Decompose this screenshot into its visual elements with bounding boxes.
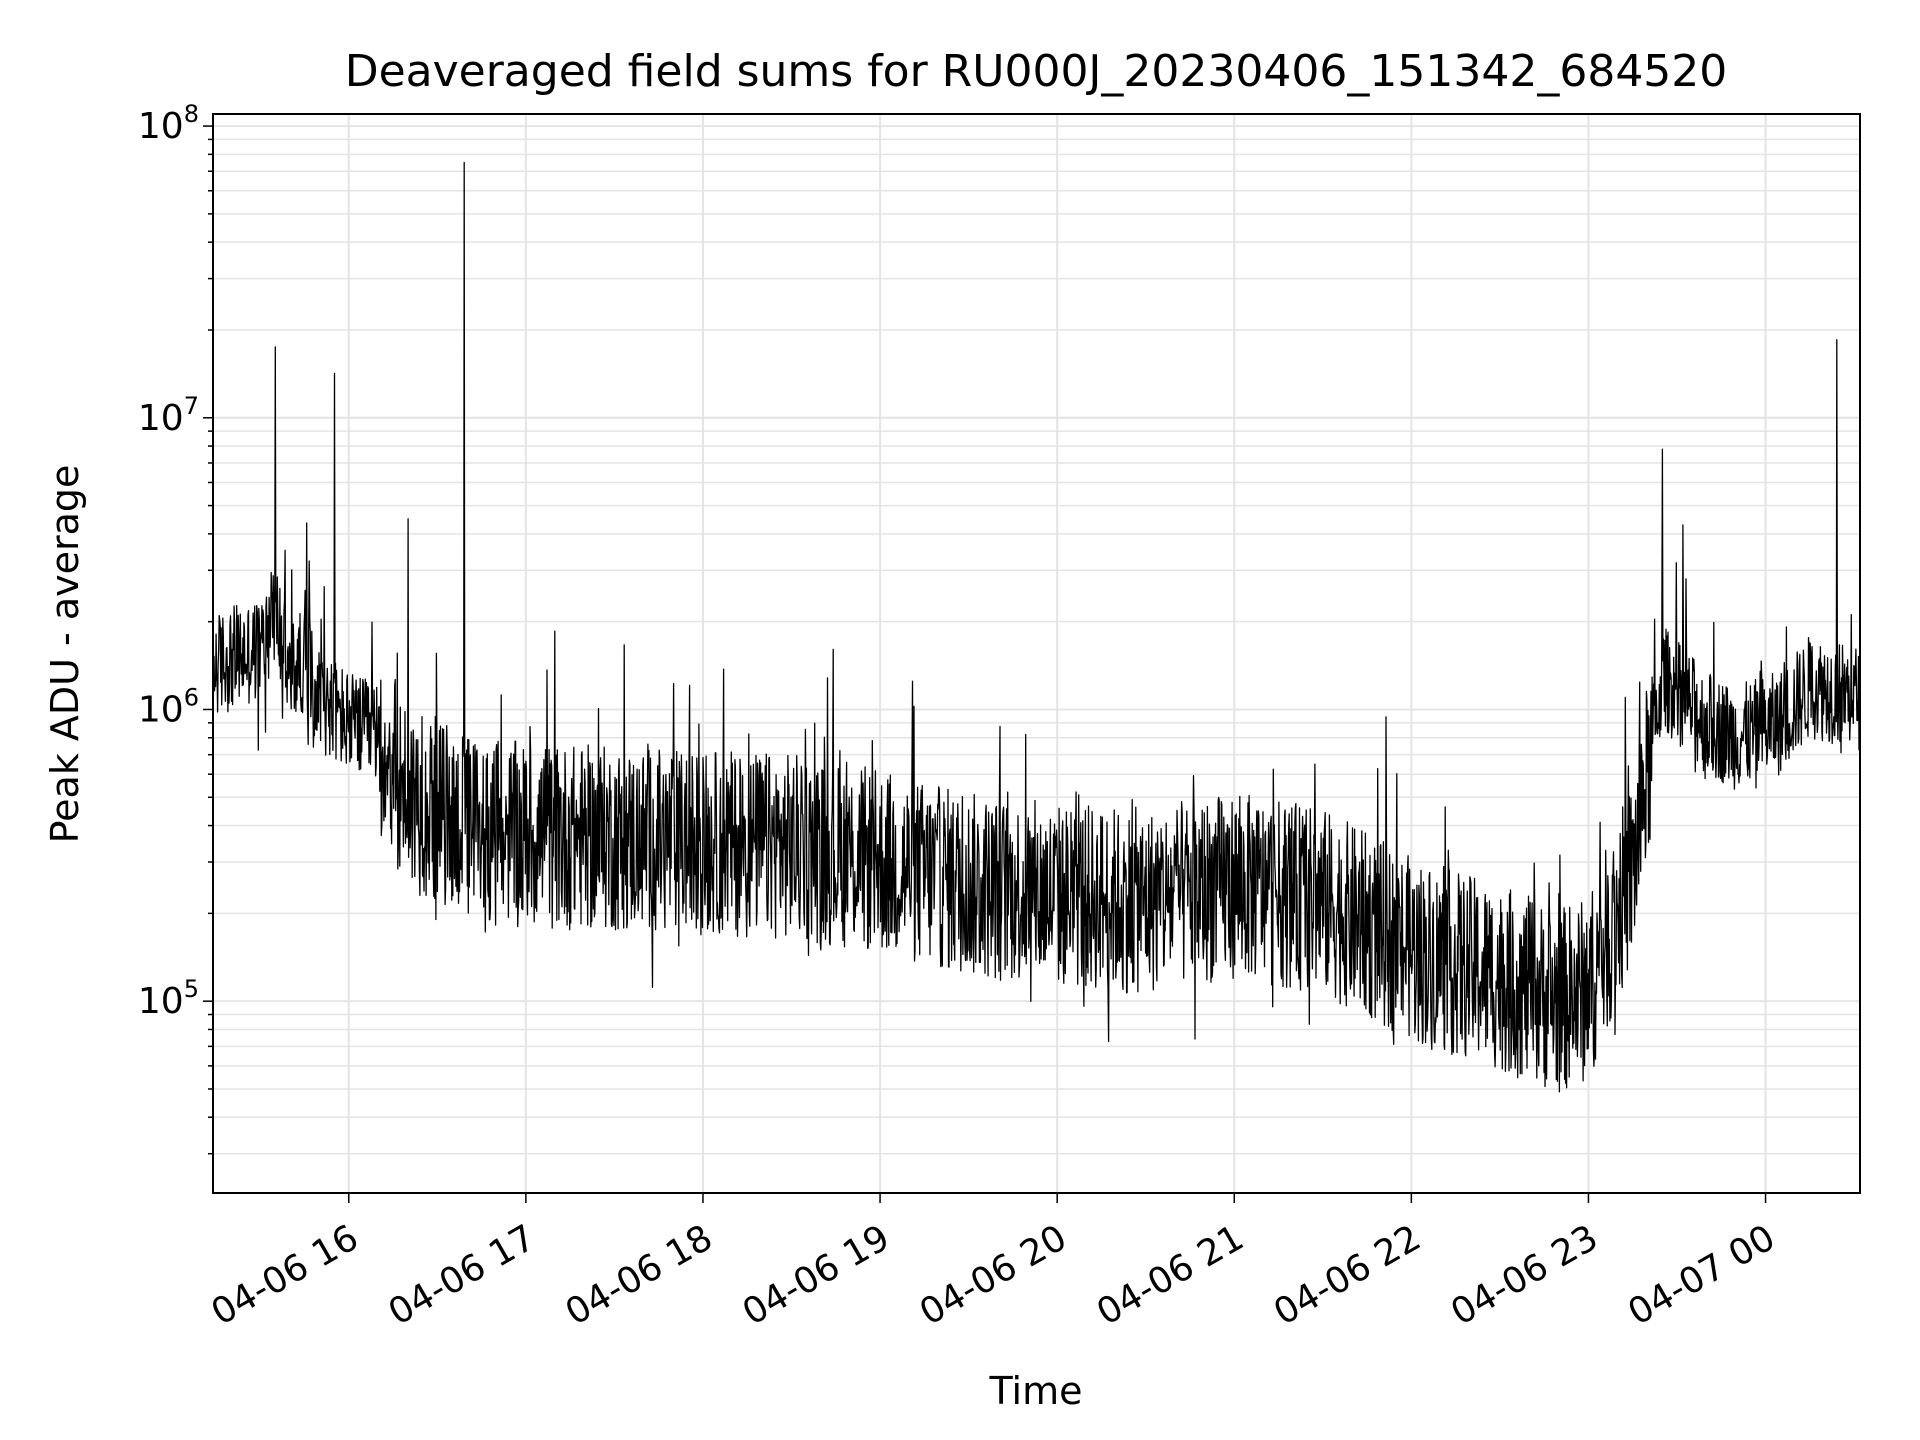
chart-title: Deaveraged field sums for RU000J_2023040… — [345, 46, 1728, 97]
y-tick-label: 107 — [138, 392, 199, 439]
x-tick-label: 04-06 21 — [1090, 1217, 1251, 1333]
x-tick-label: 04-06 20 — [913, 1217, 1074, 1333]
x-tick-label: 04-06 18 — [559, 1217, 720, 1333]
y-tick-label: 106 — [138, 683, 199, 730]
x-tick-label: 04-06 23 — [1444, 1217, 1605, 1333]
x-tick-label: 04-06 22 — [1267, 1217, 1428, 1333]
y-axis-title: Peak ADU - average — [43, 465, 87, 844]
x-tick-label: 04-06 17 — [382, 1217, 543, 1333]
x-tick-label: 04-07 00 — [1621, 1217, 1782, 1333]
series-line — [212, 161, 1861, 1093]
series-layer — [212, 161, 1861, 1093]
x-tick-label: 04-06 19 — [736, 1217, 897, 1333]
y-tick-label: 105 — [138, 975, 199, 1022]
y-tick-label: 108 — [138, 100, 199, 147]
x-tick-label: 04-06 16 — [205, 1217, 366, 1333]
ticks: 04-06 16 04-06 17 04-06 18 04-06 19 04-06 20… — [138, 100, 1782, 1334]
plot-frame — [212, 113, 1861, 1194]
grid — [213, 114, 1860, 1193]
x-axis-title: Time — [989, 1369, 1083, 1413]
